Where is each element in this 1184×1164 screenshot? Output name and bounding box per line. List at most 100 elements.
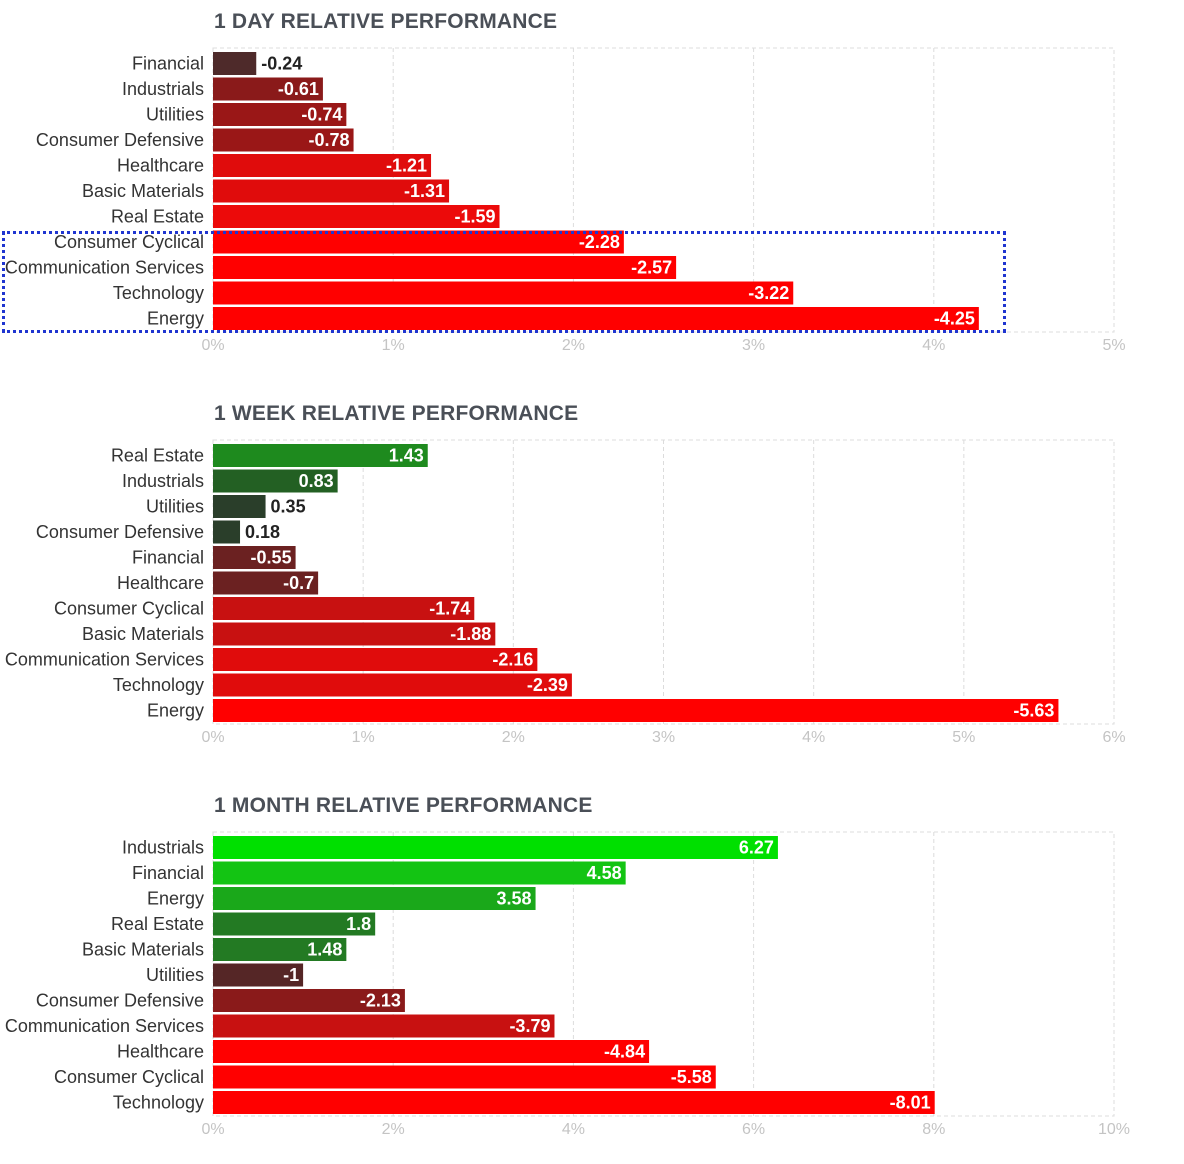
bar	[213, 861, 626, 885]
category-label: Financial	[132, 548, 204, 568]
bar	[213, 179, 450, 203]
category-label: Industrials	[122, 471, 204, 491]
panel-1-month: 1 MONTH RELATIVE PERFORMANCE 0% 2% 4% 6% 8% 1…	[0, 784, 1184, 1164]
value-label: -8.01	[890, 1093, 931, 1113]
chart-title: 1 WEEK RELATIVE PERFORMANCE	[214, 402, 579, 425]
value-label: -3.22	[748, 283, 789, 303]
value-label: 1.43	[389, 446, 424, 466]
x-tick-label: 2%	[502, 729, 525, 746]
value-label: -4.84	[604, 1042, 645, 1062]
bar	[213, 938, 347, 961]
value-label: -0.7	[283, 573, 314, 593]
value-label: -2.16	[492, 650, 533, 670]
value-label: -3.79	[509, 1016, 550, 1036]
value-label: -0.78	[309, 130, 350, 150]
x-tick-label: 4%	[922, 337, 945, 354]
category-label: Industrials	[122, 838, 204, 858]
value-label: 1.8	[346, 914, 371, 934]
bar	[213, 520, 241, 544]
x-tick-label: 0%	[201, 1121, 224, 1138]
category-label: Energy	[147, 309, 204, 329]
category-label: Utilities	[146, 965, 204, 985]
x-tick-label: 10%	[1098, 1121, 1130, 1138]
bar-chart-1-month: 0% 2% 4% 6% 8% 10% Industrials 6.27 Financial 4.5…	[5, 831, 1130, 1138]
value-label: -0.55	[251, 548, 292, 568]
x-tick-label: 0%	[201, 337, 224, 354]
value-label: -0.24	[261, 54, 302, 74]
x-tick-label: 4%	[802, 729, 825, 746]
category-label: Energy	[147, 701, 204, 721]
category-label: Consumer Cyclical	[54, 232, 204, 252]
value-label: 0.18	[245, 522, 280, 542]
panel-1-day: 1 DAY RELATIVE PERFORMANCE 0% 1% 2% 3% 4% 5% F…	[0, 0, 1184, 380]
bar	[213, 673, 572, 697]
bar	[213, 52, 257, 75]
value-label: -1.74	[429, 599, 470, 619]
x-tick-label: 6%	[742, 1121, 765, 1138]
category-label: Technology	[113, 675, 204, 695]
x-tick-label: 2%	[562, 337, 585, 354]
category-label: Technology	[113, 283, 204, 303]
value-label: -1	[283, 965, 299, 985]
bar	[213, 546, 296, 569]
value-label: 0.35	[271, 497, 306, 517]
bar	[213, 597, 475, 620]
category-label: Consumer Defensive	[36, 991, 204, 1011]
value-label: -5.58	[671, 1067, 712, 1087]
bar-chart-1-week: 0% 1% 2% 3% 4% 5% 6% Real Estate 1.43 Industrials…	[5, 439, 1126, 746]
category-label: Financial	[132, 863, 204, 883]
x-tick-label: 1%	[382, 337, 405, 354]
bar	[213, 230, 624, 254]
bar	[213, 963, 304, 987]
bar	[213, 989, 405, 1012]
bar	[213, 1065, 716, 1089]
x-tick-label: 0%	[201, 729, 224, 746]
x-tick-label: 3%	[652, 729, 675, 746]
category-label: Real Estate	[111, 207, 204, 227]
x-tick-label: 8%	[922, 1121, 945, 1138]
bar	[213, 444, 428, 467]
bar	[213, 699, 1059, 722]
bar	[213, 622, 496, 646]
bar	[213, 307, 979, 330]
bar	[213, 154, 432, 177]
x-tick-label: 6%	[1102, 729, 1125, 746]
category-label: Energy	[147, 889, 204, 909]
x-tick-label: 5%	[952, 729, 975, 746]
bar	[213, 495, 266, 518]
category-label: Utilities	[146, 105, 204, 125]
bar	[213, 1014, 555, 1038]
category-label: Healthcare	[117, 156, 204, 176]
category-label: Basic Materials	[82, 181, 204, 201]
chart-title: 1 DAY RELATIVE PERFORMANCE	[214, 10, 558, 33]
bar-chart-1-day: 0% 1% 2% 3% 4% 5% Financial -0.24 Industrials -0.…	[5, 47, 1126, 354]
value-label: 4.58	[587, 863, 622, 883]
value-label: 3.58	[497, 889, 532, 909]
chart-title: 1 MONTH RELATIVE PERFORMANCE	[214, 794, 593, 817]
value-label: -2.28	[579, 232, 620, 252]
category-label: Financial	[132, 54, 204, 74]
bar	[213, 1040, 650, 1063]
value-label: -2.57	[631, 258, 672, 278]
value-label: -1.31	[404, 181, 445, 201]
bar	[213, 77, 323, 101]
bar	[213, 1091, 935, 1114]
x-tick-label: 5%	[1102, 337, 1125, 354]
bar	[213, 103, 347, 126]
value-label: -0.61	[278, 79, 319, 99]
panel-1-week: 1 WEEK RELATIVE PERFORMANCE 0% 1% 2% 3% 4% 5%…	[0, 392, 1184, 772]
value-label: -0.74	[301, 105, 342, 125]
category-label: Communication Services	[5, 1016, 204, 1036]
category-label: Basic Materials	[82, 624, 204, 644]
category-label: Basic Materials	[82, 940, 204, 960]
value-label: 6.27	[739, 838, 774, 858]
category-label: Real Estate	[111, 446, 204, 466]
value-label: -2.13	[360, 991, 401, 1011]
bar	[213, 571, 319, 595]
bar	[213, 128, 354, 152]
value-label: -1.21	[386, 156, 427, 176]
category-label: Utilities	[146, 497, 204, 517]
category-label: Consumer Cyclical	[54, 599, 204, 619]
bar	[213, 836, 778, 859]
category-label: Healthcare	[117, 1042, 204, 1062]
